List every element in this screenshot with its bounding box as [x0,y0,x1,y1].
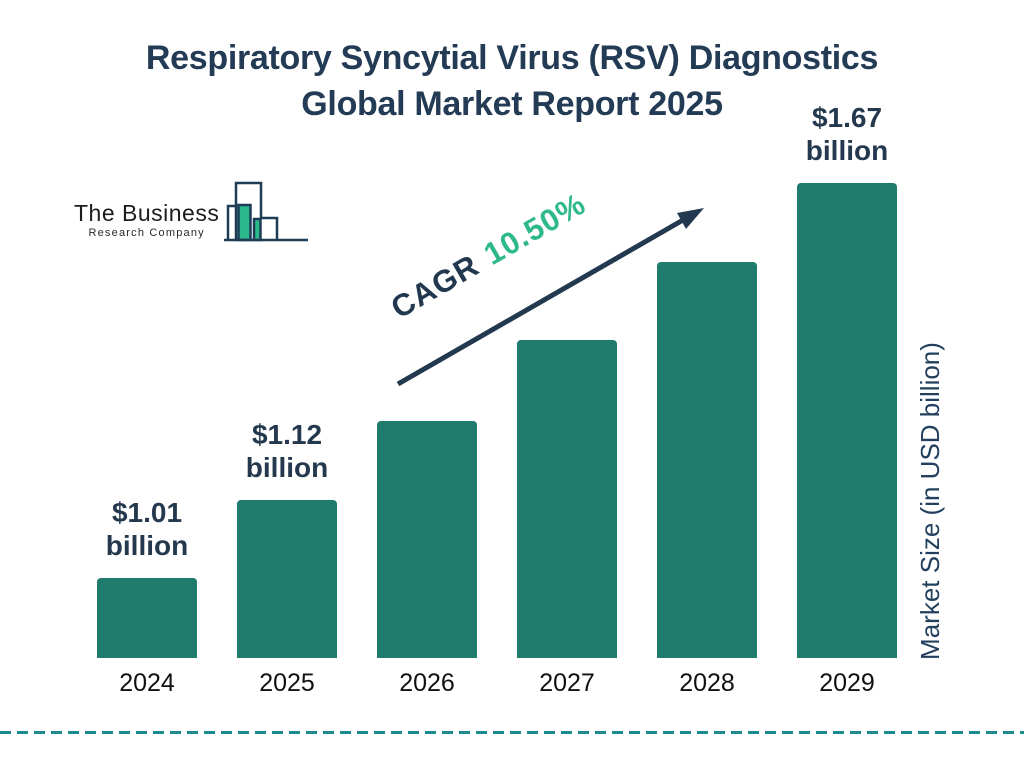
x-tick-label: 2029 [819,669,875,697]
bar-column-2026: 2026 [377,421,477,700]
bottom-divider [0,731,1024,734]
bar-2028 [657,262,757,658]
bar-2025 [237,500,337,658]
bar-column-2024: $1.01 billion 2024 [97,496,197,700]
bar-column-2027: 2027 [517,340,617,700]
bar-column-2029: $1.67 billion 2029 [797,101,897,700]
page-title-line2: Global Market Report 2025 [301,84,723,123]
bar-value-label: $1.01 billion [105,496,189,561]
page-title: Respiratory Syncytial Virus (RSV) Diagno… [10,36,1014,127]
bar-2024 [97,578,197,658]
x-tick-label: 2026 [399,669,455,697]
logo-skyline-icon [224,181,309,242]
logo-subname: Research Company [88,227,205,239]
logo-name: The Business [74,200,220,226]
bar-2029 [797,183,897,658]
bar-value-label: $1.12 billion [245,418,329,483]
bar-column-2028: 2028 [657,262,757,700]
bar-2026 [377,421,477,658]
x-tick-label: 2025 [259,669,315,697]
bar-chart: $1.01 billion 2024 $1.12 billion 2025 2026 2027… [97,0,897,700]
x-tick-label: 2024 [119,669,175,697]
bar-value-label: $1.67 billion [805,101,889,166]
logo-wordmark: The Business Research Company [74,200,220,240]
y-axis-title: Market Size (in USD billion) [915,342,945,660]
company-logo: The Business Research Company [74,179,310,243]
x-tick-label: 2027 [539,669,595,697]
bar-column-2025: $1.12 billion 2025 [237,418,337,700]
x-tick-label: 2028 [679,669,735,697]
bar-2027 [517,340,617,658]
page-title-line1: Respiratory Syncytial Virus (RSV) Diagno… [145,39,879,77]
